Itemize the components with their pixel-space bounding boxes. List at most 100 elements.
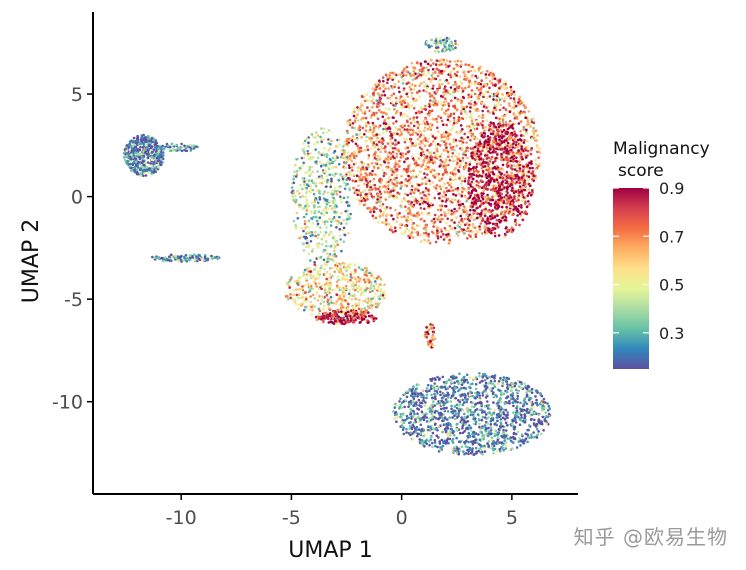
data-point — [418, 95, 422, 98]
data-point — [518, 99, 521, 103]
data-point — [424, 228, 428, 232]
data-point — [341, 177, 345, 181]
data-point — [325, 155, 329, 159]
data-point — [507, 200, 511, 203]
data-point — [366, 106, 369, 109]
data-point — [517, 149, 520, 152]
data-point — [388, 184, 392, 187]
data-point — [417, 213, 421, 216]
data-point — [491, 161, 495, 164]
data-point — [410, 94, 414, 98]
data-point — [410, 104, 414, 107]
data-point — [142, 169, 145, 172]
data-point — [536, 150, 539, 154]
data-point — [512, 191, 516, 195]
data-point — [372, 210, 376, 213]
data-point — [301, 187, 304, 191]
data-point — [292, 198, 296, 201]
data-point — [340, 286, 344, 290]
data-point — [387, 222, 391, 226]
data-point — [177, 259, 180, 263]
data-point — [390, 156, 393, 159]
data-point — [325, 294, 329, 297]
data-point — [396, 197, 399, 200]
data-point — [425, 87, 429, 90]
data-point — [157, 166, 160, 169]
data-point — [425, 156, 429, 159]
data-point — [510, 201, 514, 205]
data-point — [477, 150, 481, 153]
data-point — [336, 219, 340, 223]
data-point — [395, 96, 398, 100]
data-point — [447, 132, 450, 135]
data-point — [337, 278, 341, 282]
data-point — [401, 105, 404, 108]
data-point — [484, 83, 488, 86]
data-point — [327, 129, 331, 132]
data-point — [470, 89, 474, 92]
data-point — [492, 112, 495, 115]
data-point — [443, 87, 446, 90]
data-point — [504, 80, 508, 83]
data-point — [409, 121, 413, 125]
data-point — [376, 159, 379, 162]
data-point — [477, 67, 481, 70]
data-point — [302, 215, 306, 219]
data-point — [422, 134, 426, 137]
data-point — [132, 148, 136, 152]
data-point — [303, 220, 307, 223]
data-point — [153, 153, 156, 157]
cluster-top-small-cluster — [424, 36, 460, 54]
data-point — [378, 178, 381, 181]
data-point — [338, 286, 341, 290]
data-point — [405, 70, 408, 74]
data-point — [344, 210, 348, 213]
data-point — [377, 148, 380, 151]
data-point — [303, 150, 306, 154]
data-point — [311, 293, 315, 297]
data-point — [322, 127, 326, 131]
data-point — [292, 289, 296, 292]
data-point — [457, 118, 461, 122]
data-point — [456, 99, 460, 102]
data-point — [520, 111, 524, 115]
data-point — [493, 227, 497, 230]
data-point — [407, 234, 410, 238]
data-point — [490, 73, 493, 77]
data-point — [427, 137, 431, 140]
data-point — [305, 201, 309, 204]
data-point — [344, 287, 347, 291]
data-point — [305, 212, 308, 216]
data-point — [451, 172, 455, 175]
data-point — [429, 122, 433, 126]
data-point — [316, 134, 320, 137]
data-point — [340, 200, 343, 204]
data-point — [415, 224, 419, 227]
data-point — [426, 240, 429, 243]
data-point — [438, 78, 442, 82]
data-point — [372, 124, 375, 127]
data-point — [401, 82, 405, 85]
data-point — [520, 206, 523, 209]
data-point — [360, 118, 363, 121]
data-point — [517, 153, 521, 156]
data-point — [357, 266, 361, 269]
data-point — [323, 179, 327, 183]
data-point — [454, 82, 457, 86]
data-point — [514, 182, 517, 185]
data-point — [455, 131, 459, 134]
data-point — [369, 284, 373, 288]
data-point — [388, 175, 392, 178]
data-point — [305, 225, 309, 229]
data-point — [491, 77, 495, 81]
data-point — [532, 132, 536, 135]
data-point — [430, 230, 434, 234]
data-point — [500, 196, 504, 199]
data-point — [359, 288, 363, 292]
data-point — [403, 124, 407, 127]
data-point — [442, 100, 446, 104]
data-point — [487, 174, 491, 178]
data-point — [361, 314, 365, 318]
data-point — [485, 181, 488, 184]
data-point — [347, 213, 350, 216]
